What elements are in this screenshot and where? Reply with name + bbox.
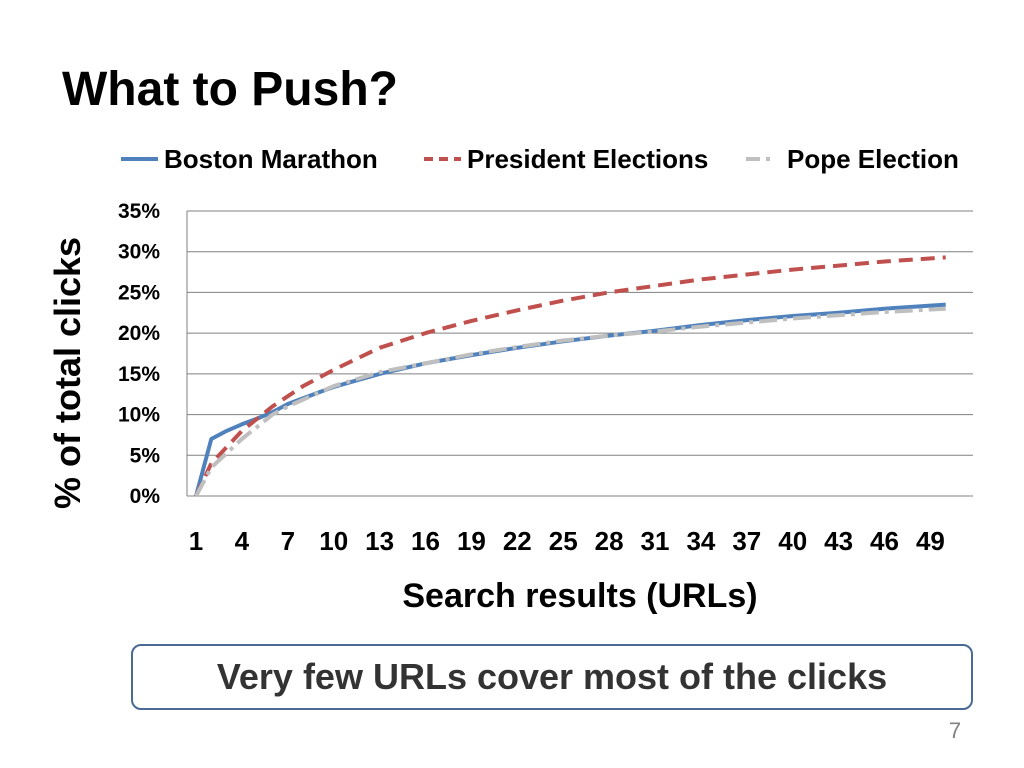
y-tick-label: 10% <box>118 404 160 427</box>
page-number: 7 <box>948 718 962 743</box>
chart-grid <box>186 210 973 497</box>
x-tick-label: 16 <box>411 526 440 556</box>
x-tick-label: 1 <box>189 526 203 556</box>
x-tick-label: 10 <box>319 526 348 556</box>
line-chart: Boston Marathon President Elections Pope E… <box>47 144 973 615</box>
chart-series <box>194 255 946 497</box>
x-tick-label: 7 <box>281 526 295 556</box>
legend-label: Pope Election <box>787 144 959 174</box>
y-axis-label: % of total clicks <box>47 237 88 509</box>
x-tick-label: 28 <box>595 526 624 556</box>
x-tick-label: 19 <box>457 526 486 556</box>
legend-label: Boston Marathon <box>164 144 378 174</box>
x-axis-label: Search results (URLs) <box>402 577 757 615</box>
legend-label: President Elections <box>467 144 708 174</box>
y-axis-tick-labels: 0% 5% 10% 15% 20% 25% 30% 35% <box>118 200 160 508</box>
y-tick-label: 25% <box>118 281 160 304</box>
x-tick-label: 31 <box>641 526 670 556</box>
y-tick-label: 5% <box>130 444 161 467</box>
x-tick-label: 4 <box>235 526 250 556</box>
x-tick-label: 13 <box>365 526 394 556</box>
y-tick-label: 20% <box>118 322 160 345</box>
callout-box: Very few URLs cover most of the clicks <box>131 644 973 710</box>
slide-title: What to Push? <box>62 63 398 116</box>
y-tick-label: 30% <box>118 241 160 264</box>
y-tick-label: 35% <box>118 200 160 223</box>
y-tick-label: 0% <box>130 485 161 508</box>
chart-legend: Boston Marathon President Elections Pope E… <box>121 144 959 174</box>
x-tick-label: 46 <box>870 526 899 556</box>
x-tick-label: 40 <box>778 526 807 556</box>
x-axis-tick-labels: 1 4 7 10 13 16 19 22 25 28 31 34 37 40 43 46 49 <box>189 526 945 556</box>
y-tick-label: 15% <box>118 363 160 386</box>
x-tick-label: 43 <box>824 526 853 556</box>
x-tick-label: 22 <box>503 526 532 556</box>
x-tick-label: 49 <box>916 526 945 556</box>
series-line-pope-election <box>194 306 946 497</box>
x-tick-label: 34 <box>686 526 715 556</box>
x-tick-label: 37 <box>732 526 761 556</box>
series-line-president-elections <box>194 255 946 497</box>
x-tick-label: 25 <box>549 526 578 556</box>
